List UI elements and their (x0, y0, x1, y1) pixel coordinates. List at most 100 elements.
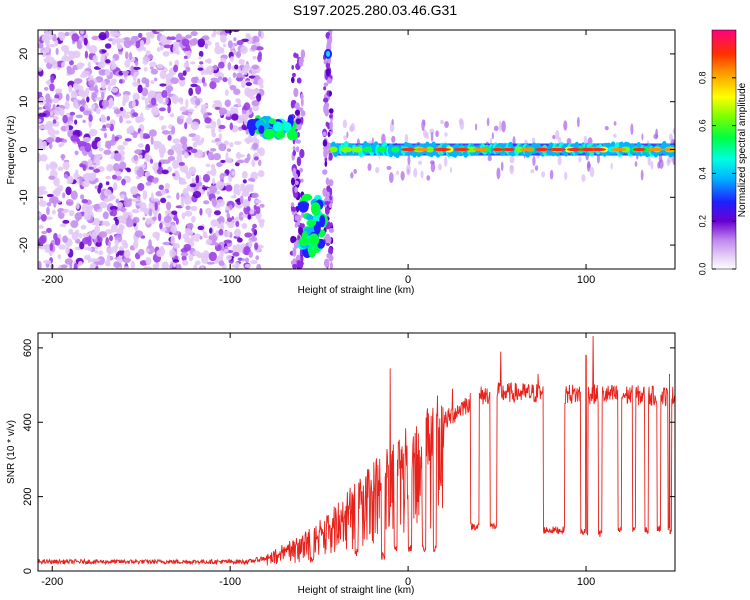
colorbar-label: Normalized spectral amplitude (737, 82, 748, 217)
noise-speckle (39, 154, 48, 162)
noise-speckle (438, 163, 442, 171)
noise-speckle (167, 105, 171, 114)
noise-speckle (647, 156, 651, 166)
noise-speckle (184, 210, 193, 217)
noise-speckle (87, 158, 93, 166)
noise-speckle (657, 161, 661, 169)
noise-speckle (47, 56, 55, 64)
noise-speckle (92, 165, 97, 170)
noise-speckle (610, 162, 613, 170)
noise-speckle (179, 97, 184, 105)
noise-speckle (167, 135, 172, 141)
noise-speckle (613, 121, 617, 126)
noise-speckle (205, 124, 213, 129)
streak-blob (323, 148, 328, 158)
noise-speckle (105, 59, 111, 64)
noise-speckle (177, 263, 182, 269)
noise-speckle (49, 83, 55, 92)
noise-speckle (111, 87, 119, 93)
carrier-peak (502, 147, 515, 152)
noise-speckle (115, 198, 120, 204)
noise-speckle (75, 202, 80, 210)
noise-speckle (47, 43, 56, 48)
noise-speckle (176, 192, 180, 200)
streak-blob (290, 202, 295, 207)
noise-speckle (171, 94, 179, 102)
streak-blob (292, 264, 298, 269)
noise-speckle (59, 223, 67, 227)
noise-speckle (110, 30, 118, 37)
noise-speckle (143, 66, 148, 72)
spectrogram-y-tick-label: 10 (18, 96, 30, 108)
signal-blob (308, 233, 320, 247)
noise-speckle (213, 64, 218, 71)
noise-speckle (211, 132, 217, 138)
noise-speckle (119, 106, 124, 112)
spectrogram-x-tick-label: 100 (577, 274, 595, 286)
noise-speckle (57, 211, 65, 220)
noise-speckle (257, 54, 262, 63)
streak-blob (328, 227, 335, 234)
noise-speckle (430, 161, 436, 173)
noise-speckle (73, 262, 78, 269)
noise-speckle (121, 215, 127, 225)
signal-blob (268, 118, 277, 125)
noise-speckle (111, 174, 118, 180)
carrier-peak (491, 147, 504, 152)
noise-speckle (500, 161, 504, 172)
noise-speckle (103, 197, 110, 203)
noise-speckle (126, 126, 135, 134)
noise-speckle (197, 38, 206, 48)
noise-speckle (141, 87, 149, 97)
noise-speckle (227, 61, 232, 71)
noise-speckle (63, 173, 68, 179)
noise-speckle (89, 128, 98, 137)
noise-speckle (38, 152, 41, 162)
noise-speckle (82, 137, 91, 143)
noise-speckle (82, 237, 90, 245)
noise-speckle (252, 136, 258, 144)
noise-speckle (145, 248, 150, 253)
noise-speckle (93, 217, 101, 226)
noise-speckle (252, 55, 257, 60)
noise-speckle (149, 91, 157, 96)
noise-speckle (155, 234, 160, 241)
noise-speckle (137, 84, 143, 94)
snr-x-tick-label: -200 (41, 576, 63, 588)
noise-speckle (159, 70, 167, 80)
noise-speckle (146, 104, 155, 108)
noise-speckle (131, 198, 139, 202)
noise-speckle (101, 91, 105, 100)
noise-speckle (114, 239, 119, 247)
carrier-peak (646, 147, 665, 152)
streak-blob (292, 72, 296, 78)
noise-speckle (225, 110, 231, 118)
noise-speckle (203, 200, 210, 205)
noise-speckle (79, 73, 88, 78)
noise-speckle (206, 58, 212, 64)
noise-speckle (206, 261, 215, 265)
noise-speckle (241, 222, 248, 229)
noise-speckle (162, 159, 171, 164)
noise-speckle (153, 77, 158, 82)
carrier-blob (362, 146, 373, 153)
noise-speckle (138, 166, 144, 175)
noise-speckle (106, 115, 111, 121)
noise-speckle (76, 62, 84, 70)
noise-speckle (158, 184, 164, 190)
noise-speckle (190, 148, 198, 154)
noise-speckle (253, 204, 258, 211)
streak-blob (299, 167, 303, 173)
noise-speckle (214, 106, 221, 111)
noise-speckle (223, 230, 231, 238)
noise-speckle (367, 163, 372, 172)
noise-speckle (38, 200, 47, 207)
noise-speckle (186, 230, 194, 236)
noise-speckle (218, 260, 225, 267)
noise-speckle (52, 103, 56, 111)
noise-speckle (167, 166, 172, 173)
noise-speckle (132, 92, 140, 102)
noise-speckle (188, 87, 194, 96)
streak-blob (296, 77, 302, 84)
streak-blob (292, 167, 297, 177)
